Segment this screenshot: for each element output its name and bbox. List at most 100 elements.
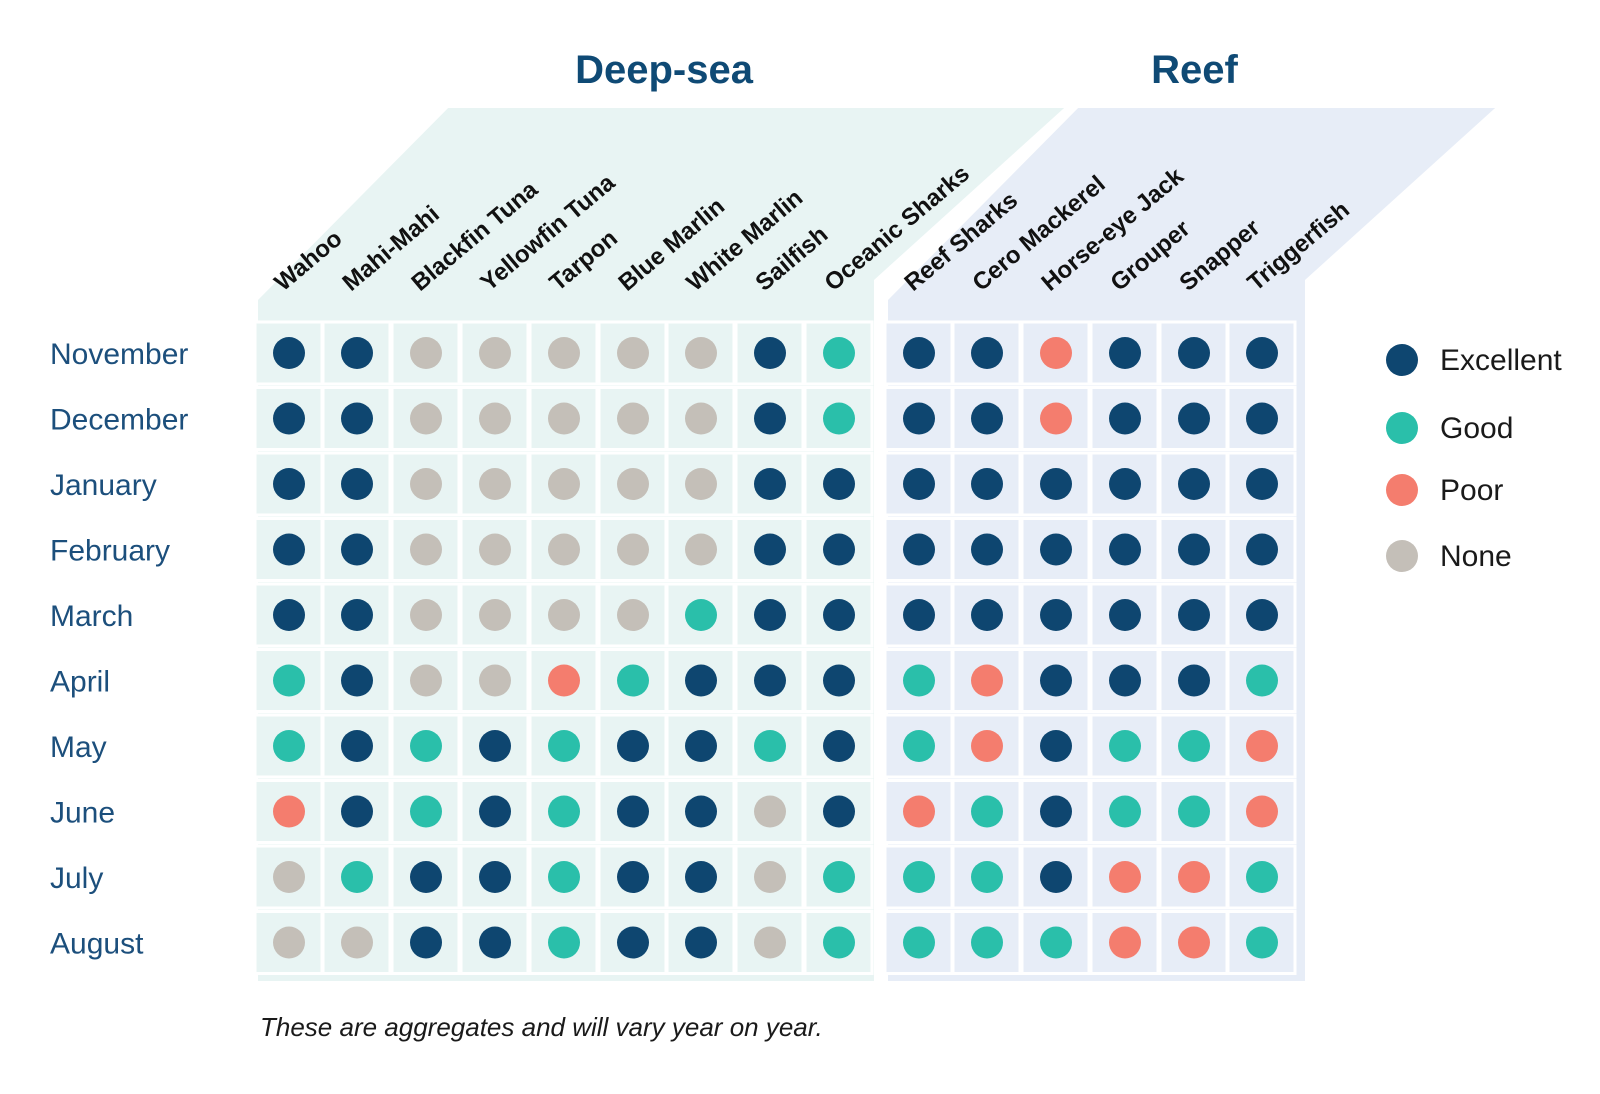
dot-blackfin-tuna-january-none [410, 468, 442, 500]
dot-oceanic-sharks-november-good [823, 337, 855, 369]
dot-cero-mackerel-december-excellent [971, 402, 1003, 435]
month-label-december: December [50, 404, 188, 437]
month-label-may: May [50, 731, 107, 764]
cell [951, 451, 1022, 517]
dot-horse-eye-jack-january-excellent [1040, 468, 1072, 500]
dot-yellowfin-tuna-january-none [479, 468, 511, 500]
dot-cero-mackerel-november-excellent [971, 337, 1003, 369]
dot-blackfin-tuna-august-excellent [410, 926, 442, 959]
dot-cero-mackerel-march-excellent [971, 599, 1003, 631]
dot-grouper-may-good [1109, 730, 1141, 762]
dot-cero-mackerel-april-poor [971, 664, 1003, 697]
dot-cero-mackerel-february-excellent [971, 533, 1003, 566]
month-label-april: April [50, 666, 110, 699]
dot-snapper-february-excellent [1178, 533, 1210, 566]
cell [951, 517, 1022, 582]
dot-sailfish-january-excellent [754, 468, 786, 500]
cell [1020, 582, 1091, 648]
dot-white-marlin-august-excellent [685, 926, 717, 959]
dot-white-marlin-february-none [685, 533, 717, 566]
dot-wahoo-july-none [273, 861, 305, 893]
dot-tarpon-february-none [548, 533, 580, 566]
dot-blackfin-tuna-march-none [410, 599, 442, 631]
dot-wahoo-may-good [273, 730, 305, 762]
dot-cero-mackerel-july-good [971, 861, 1003, 893]
dot-oceanic-sharks-february-excellent [823, 533, 855, 566]
dot-cero-mackerel-june-good [971, 795, 1003, 828]
dot-mahi-mahi-february-excellent [341, 533, 373, 566]
legend-swatch-good [1386, 412, 1418, 444]
dot-blackfin-tuna-february-none [410, 533, 442, 566]
cell [1089, 648, 1160, 713]
dot-oceanic-sharks-june-excellent [823, 795, 855, 828]
dot-oceanic-sharks-july-good [823, 861, 855, 893]
footnote: These are aggregates and will vary year … [260, 1012, 823, 1042]
dot-yellowfin-tuna-march-none [479, 599, 511, 631]
dot-sailfish-july-none [754, 861, 786, 893]
dot-cero-mackerel-august-good [971, 926, 1003, 959]
legend-label-none: None [1440, 540, 1512, 573]
dot-grouper-august-poor [1109, 926, 1141, 959]
dot-snapper-may-good [1178, 730, 1210, 762]
dot-snapper-december-excellent [1178, 402, 1210, 435]
dot-grouper-february-excellent [1109, 533, 1141, 566]
dot-snapper-march-excellent [1178, 599, 1210, 631]
month-labels: November December January February March Apri… [50, 338, 188, 961]
dot-horse-eye-jack-april-excellent [1040, 664, 1072, 697]
dot-tarpon-august-good [548, 926, 580, 959]
dot-sailfish-november-excellent [754, 337, 786, 369]
cell [665, 648, 736, 713]
dot-triggerfish-june-poor [1246, 795, 1278, 828]
dot-mahi-mahi-may-excellent [341, 730, 373, 762]
dot-mahi-mahi-june-excellent [341, 795, 373, 828]
group-titles: Deep-sea Reef [575, 48, 1238, 92]
dot-reef-sharks-april-good [903, 664, 935, 697]
dot-white-marlin-november-none [685, 337, 717, 369]
dot-white-marlin-december-none [685, 402, 717, 435]
dot-cero-mackerel-january-excellent [971, 468, 1003, 500]
dot-triggerfish-november-excellent [1246, 337, 1278, 369]
dot-blue-marlin-august-excellent [617, 926, 649, 959]
cell [390, 451, 461, 517]
dot-tarpon-july-good [548, 861, 580, 893]
cell [1020, 517, 1091, 582]
legend-label-excellent: Excellent [1440, 344, 1562, 377]
dot-blue-marlin-november-none [617, 337, 649, 369]
cell [803, 713, 874, 779]
dot-yellowfin-tuna-may-excellent [479, 730, 511, 762]
dot-triggerfish-january-excellent [1246, 468, 1278, 500]
dot-white-marlin-april-excellent [685, 664, 717, 697]
dot-yellowfin-tuna-august-excellent [479, 926, 511, 959]
dot-grouper-april-excellent [1109, 664, 1141, 697]
cell [951, 648, 1022, 713]
dot-triggerfish-august-good [1246, 926, 1278, 959]
dot-triggerfish-february-excellent [1246, 533, 1278, 566]
legend-label-poor: Poor [1440, 474, 1503, 507]
dot-grouper-july-poor [1109, 861, 1141, 893]
dot-reef-sharks-march-excellent [903, 599, 935, 631]
dot-horse-eye-jack-may-excellent [1040, 730, 1072, 762]
dot-reef-sharks-june-poor [903, 795, 935, 828]
dot-reef-sharks-may-good [903, 730, 935, 762]
dot-blue-marlin-june-excellent [617, 795, 649, 828]
legend: Excellent Good Poor None [1386, 344, 1562, 573]
dot-horse-eye-jack-march-excellent [1040, 599, 1072, 631]
dot-wahoo-february-excellent [273, 533, 305, 566]
dot-tarpon-january-none [548, 468, 580, 500]
dot-horse-eye-jack-june-excellent [1040, 795, 1072, 828]
dot-cero-mackerel-may-poor [971, 730, 1003, 762]
dot-sailfish-august-none [754, 926, 786, 959]
dot-mahi-mahi-april-excellent [341, 664, 373, 697]
dot-mahi-mahi-november-excellent [341, 337, 373, 369]
dot-wahoo-march-excellent [273, 599, 305, 631]
dot-yellowfin-tuna-april-none [479, 664, 511, 697]
dot-oceanic-sharks-may-excellent [823, 730, 855, 762]
dot-tarpon-december-none [548, 402, 580, 435]
dot-wahoo-june-poor [273, 795, 305, 828]
dot-snapper-january-excellent [1178, 468, 1210, 500]
dot-blackfin-tuna-june-good [410, 795, 442, 828]
month-label-june: June [50, 797, 115, 830]
dot-blue-marlin-april-good [617, 664, 649, 697]
dot-oceanic-sharks-august-good [823, 926, 855, 959]
